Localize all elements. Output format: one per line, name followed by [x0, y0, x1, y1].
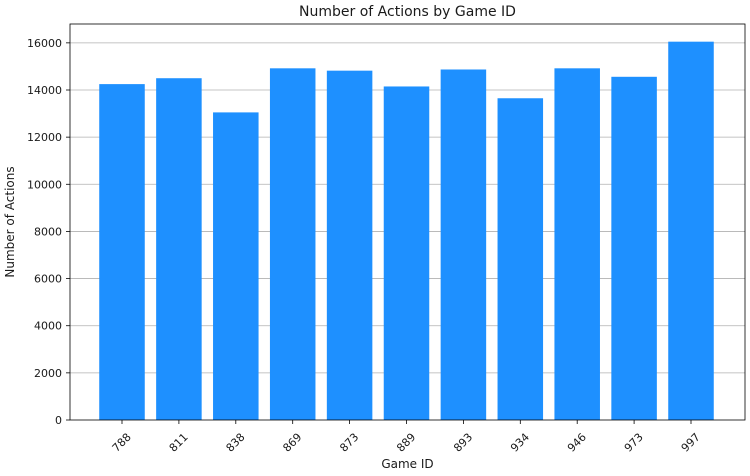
- bar-893: [440, 69, 487, 420]
- bar-869: [269, 68, 316, 421]
- x-tick-label-934: 934: [508, 431, 532, 455]
- y-tick-label: 10000: [27, 178, 62, 191]
- y-tick-label: 16000: [27, 37, 62, 50]
- x-tick-label-997: 997: [679, 431, 703, 455]
- y-tick-label: 0: [55, 414, 62, 427]
- bar-873: [326, 70, 373, 421]
- x-tick-label-946: 946: [565, 431, 589, 455]
- bar-934: [497, 98, 544, 420]
- x-tick-label-869: 869: [280, 431, 304, 455]
- bar-838: [213, 112, 259, 421]
- x-tick-label-838: 838: [224, 431, 248, 455]
- x-tick-label-873: 873: [337, 431, 361, 455]
- y-axis-label: Number of Actions: [3, 166, 17, 277]
- x-axis-ticks: 788 811 838 869 873 889 893 934 946 973 997: [110, 420, 703, 455]
- y-axis-ticks: 0 2000 4000 6000 8000 10000 12000 14000 16000: [27, 37, 70, 427]
- bar-788: [99, 84, 145, 420]
- chart-title: Number of Actions by Game ID: [299, 4, 516, 20]
- x-axis-label: Game ID: [381, 457, 433, 471]
- bars: [99, 41, 714, 421]
- y-tick-label: 4000: [34, 320, 62, 333]
- bar-811: [156, 78, 202, 420]
- x-tick-label-811: 811: [167, 431, 191, 455]
- x-tick-label-973: 973: [622, 431, 646, 455]
- y-tick-label: 2000: [34, 367, 62, 380]
- y-tick-label: 8000: [34, 225, 62, 238]
- x-tick-label-889: 889: [394, 431, 418, 455]
- y-tick-label: 14000: [27, 84, 62, 97]
- axes-frame: [69, 23, 746, 421]
- x-tick-label-788: 788: [110, 431, 134, 455]
- y-tick-label: 6000: [34, 273, 62, 286]
- bar-946: [554, 68, 600, 421]
- bar-997: [668, 41, 714, 421]
- bar-889: [383, 86, 430, 420]
- y-tick-label: 12000: [27, 131, 62, 144]
- x-tick-label-893: 893: [451, 431, 475, 455]
- bar-973: [611, 76, 657, 421]
